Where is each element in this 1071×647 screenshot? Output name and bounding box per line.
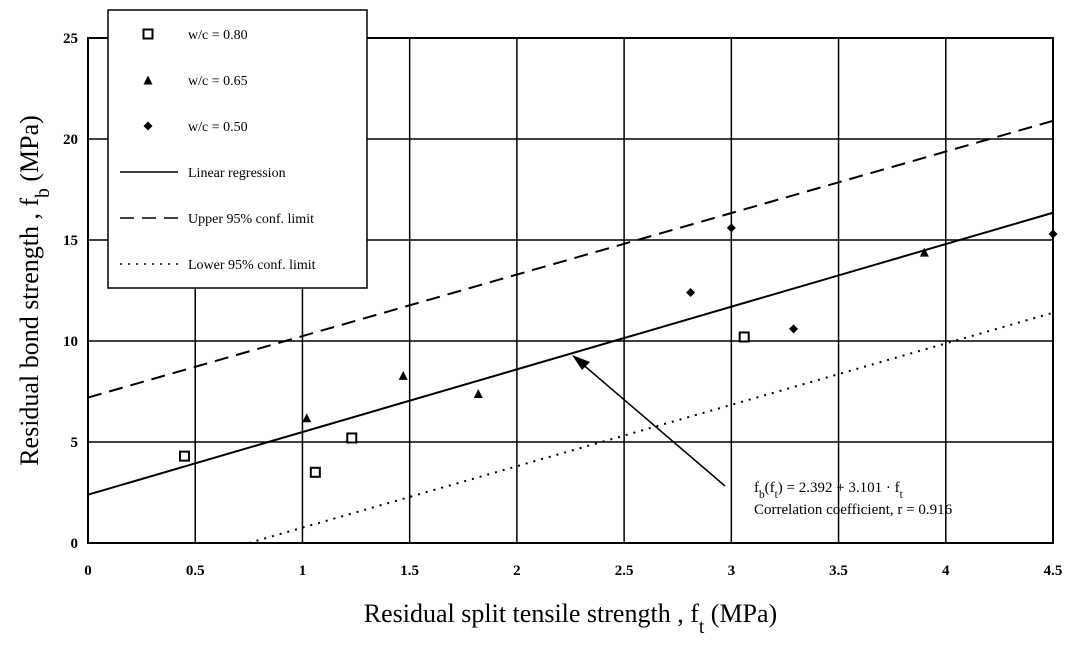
legend-label: Lower 95% conf. limit	[188, 258, 316, 273]
text-part: Residual split tensile strength , f	[364, 599, 699, 628]
marker-square	[346, 432, 358, 444]
marker-square	[738, 331, 750, 343]
text-part: t	[699, 617, 705, 638]
text-part: (f	[765, 480, 775, 496]
x-tick-label: 0.5	[186, 563, 205, 579]
annotation-arrow	[579, 361, 726, 487]
regression-line	[87, 119, 1054, 399]
text-part: t	[900, 489, 904, 501]
marker-square	[309, 466, 321, 478]
x-tick-label: 2.5	[615, 563, 634, 579]
text-part: Residual bond strength , f	[15, 198, 44, 466]
x-tick-label: 4	[942, 563, 950, 579]
legend-label: w/c = 0.80	[188, 28, 248, 43]
x-tick-label: 1.5	[400, 563, 419, 579]
marker-diamond	[1048, 229, 1058, 239]
marker-diamond	[143, 121, 153, 131]
y-tick-label: 0	[71, 536, 79, 552]
rich-text: Residual split tensile strength , ft (MP…	[364, 599, 777, 638]
legend-label: w/c = 0.50	[188, 120, 248, 135]
marker-diamond	[789, 324, 799, 334]
marker-square	[179, 450, 190, 462]
text-part: t	[775, 489, 779, 501]
legend-label: Linear regression	[188, 166, 286, 181]
marker-triangle	[143, 75, 153, 85]
text-part: ) = 2.392 + 3.101 · f	[778, 480, 900, 496]
y-tick-label: 10	[63, 334, 78, 350]
y-tick-label: 15	[63, 233, 78, 249]
arrow-head	[572, 355, 590, 370]
legend-box	[107, 9, 368, 289]
text-part: (MPa)	[704, 599, 777, 628]
text-part: b	[759, 489, 765, 501]
regression-line	[87, 211, 1054, 496]
x-tick-label: 1	[299, 563, 307, 579]
marker-triangle	[473, 389, 483, 399]
rich-text: fb(ft) = 2.392 + 3.101 · ft	[754, 480, 904, 501]
marker-diamond	[726, 223, 736, 233]
x-tick-label: 3	[728, 563, 736, 579]
text-part: Correlation coefficient, r = 0.916	[754, 502, 953, 518]
rich-text: Correlation coefficient, r = 0.916	[754, 502, 953, 518]
legend-label: Upper 95% conf. limit	[188, 212, 314, 227]
marker-triangle	[302, 413, 312, 423]
marker-triangle	[919, 247, 929, 257]
regression-line	[248, 311, 1054, 544]
marker-triangle	[398, 370, 408, 380]
legend-label: w/c = 0.65	[188, 74, 248, 89]
rich-text: Residual bond strength , fb (MPa)	[15, 115, 54, 466]
y-tick-label: 25	[63, 31, 78, 47]
x-tick-label: 4.5	[1044, 563, 1063, 579]
marker-square	[142, 28, 154, 40]
text-part: f	[754, 480, 759, 496]
x-tick-label: 0	[84, 563, 92, 579]
text-part: b	[33, 188, 54, 198]
x-tick-label: 2	[513, 563, 521, 579]
y-tick-label: 20	[63, 132, 78, 148]
marker-diamond	[686, 288, 696, 298]
text-part: (MPa)	[15, 115, 44, 188]
y-tick-label: 5	[71, 435, 79, 451]
x-tick-label: 3.5	[829, 563, 848, 579]
